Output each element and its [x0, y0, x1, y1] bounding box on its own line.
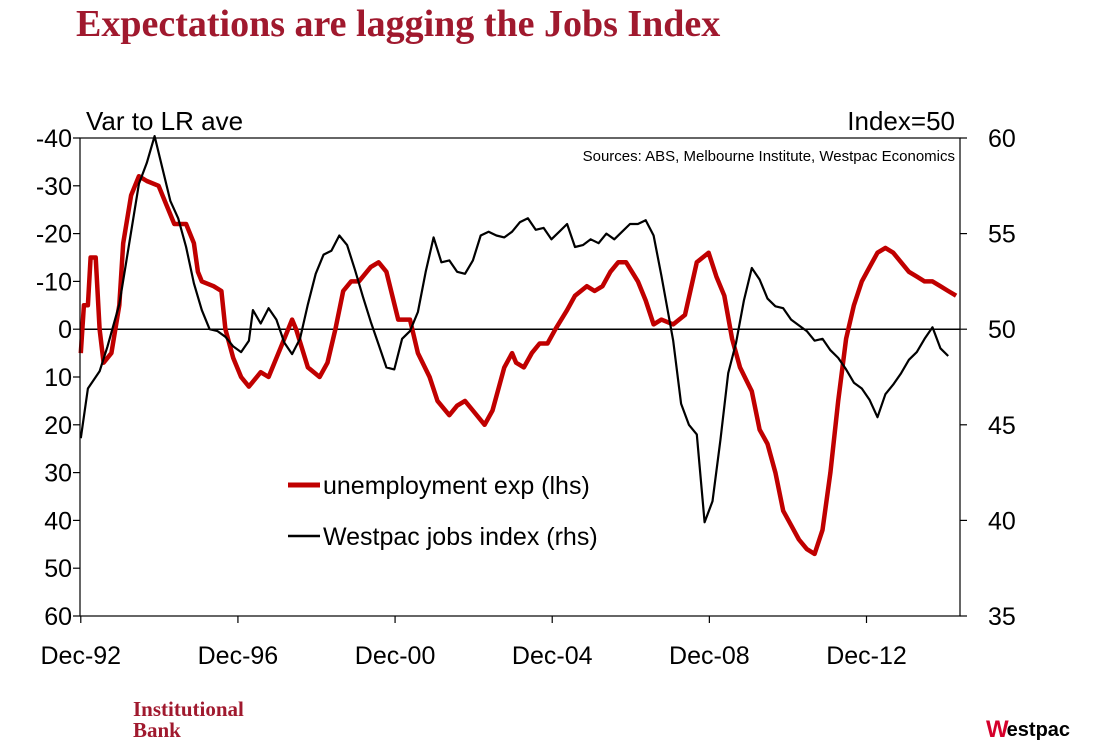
- page-title: Expectations are lagging the Jobs Index: [76, 3, 721, 45]
- westpac-logo: W estpac: [986, 716, 1070, 744]
- left-tick-label: -40: [36, 125, 72, 153]
- right-tick-label: 40: [988, 507, 1016, 535]
- series-line-unemployment-exp: [78, 173, 958, 557]
- right-tick-label: 60: [988, 125, 1016, 153]
- right-axis-label: Index=50: [847, 106, 955, 136]
- right-tick-label: 55: [988, 221, 1016, 249]
- brand-line-1: Institutional: [133, 697, 244, 721]
- x-tick-label: Dec-04: [512, 642, 593, 670]
- left-tick-label: 20: [44, 412, 72, 440]
- westpac-wordmark: estpac: [1006, 718, 1071, 741]
- right-tick-label: 50: [988, 316, 1016, 344]
- x-tick-label: Dec-92: [40, 642, 121, 670]
- right-tick-label: 45: [988, 412, 1016, 440]
- westpac-mark: W: [986, 716, 1009, 743]
- plot-frame: [79, 137, 961, 617]
- left-tick-label: 60: [44, 603, 72, 631]
- left-tick-label: 50: [44, 555, 72, 583]
- legend-label-unemployment-exp: unemployment exp (lhs): [323, 472, 590, 500]
- x-tick-label: Dec-00: [355, 642, 436, 670]
- x-tick-label: Dec-08: [669, 642, 750, 670]
- x-tick-label: Dec-12: [826, 642, 907, 670]
- legend-label-jobs-index: Westpac jobs index (rhs): [323, 523, 598, 551]
- left-tick-label: 10: [44, 364, 72, 392]
- x-tick-label: Dec-96: [198, 642, 279, 670]
- source-note: Sources: ABS, Melbourne Institute, Westp…: [583, 148, 955, 165]
- right-tick-label: 35: [988, 603, 1016, 631]
- left-tick-label: -20: [36, 221, 72, 249]
- brand-line-2: Bank: [133, 718, 181, 742]
- legend: unemployment exp (lhs) Westpac jobs inde…: [288, 472, 598, 551]
- series-line-jobs-index: [79, 135, 949, 524]
- left-tick-label: -10: [36, 268, 72, 296]
- left-tick-label: 0: [58, 316, 72, 344]
- left-tick-label: 30: [44, 460, 72, 488]
- institutional-bank-logo: Institutional Bank: [133, 699, 244, 741]
- left-axis-label: Var to LR ave: [86, 106, 243, 136]
- left-tick-label: 40: [44, 507, 72, 535]
- left-tick-label: -30: [36, 173, 72, 201]
